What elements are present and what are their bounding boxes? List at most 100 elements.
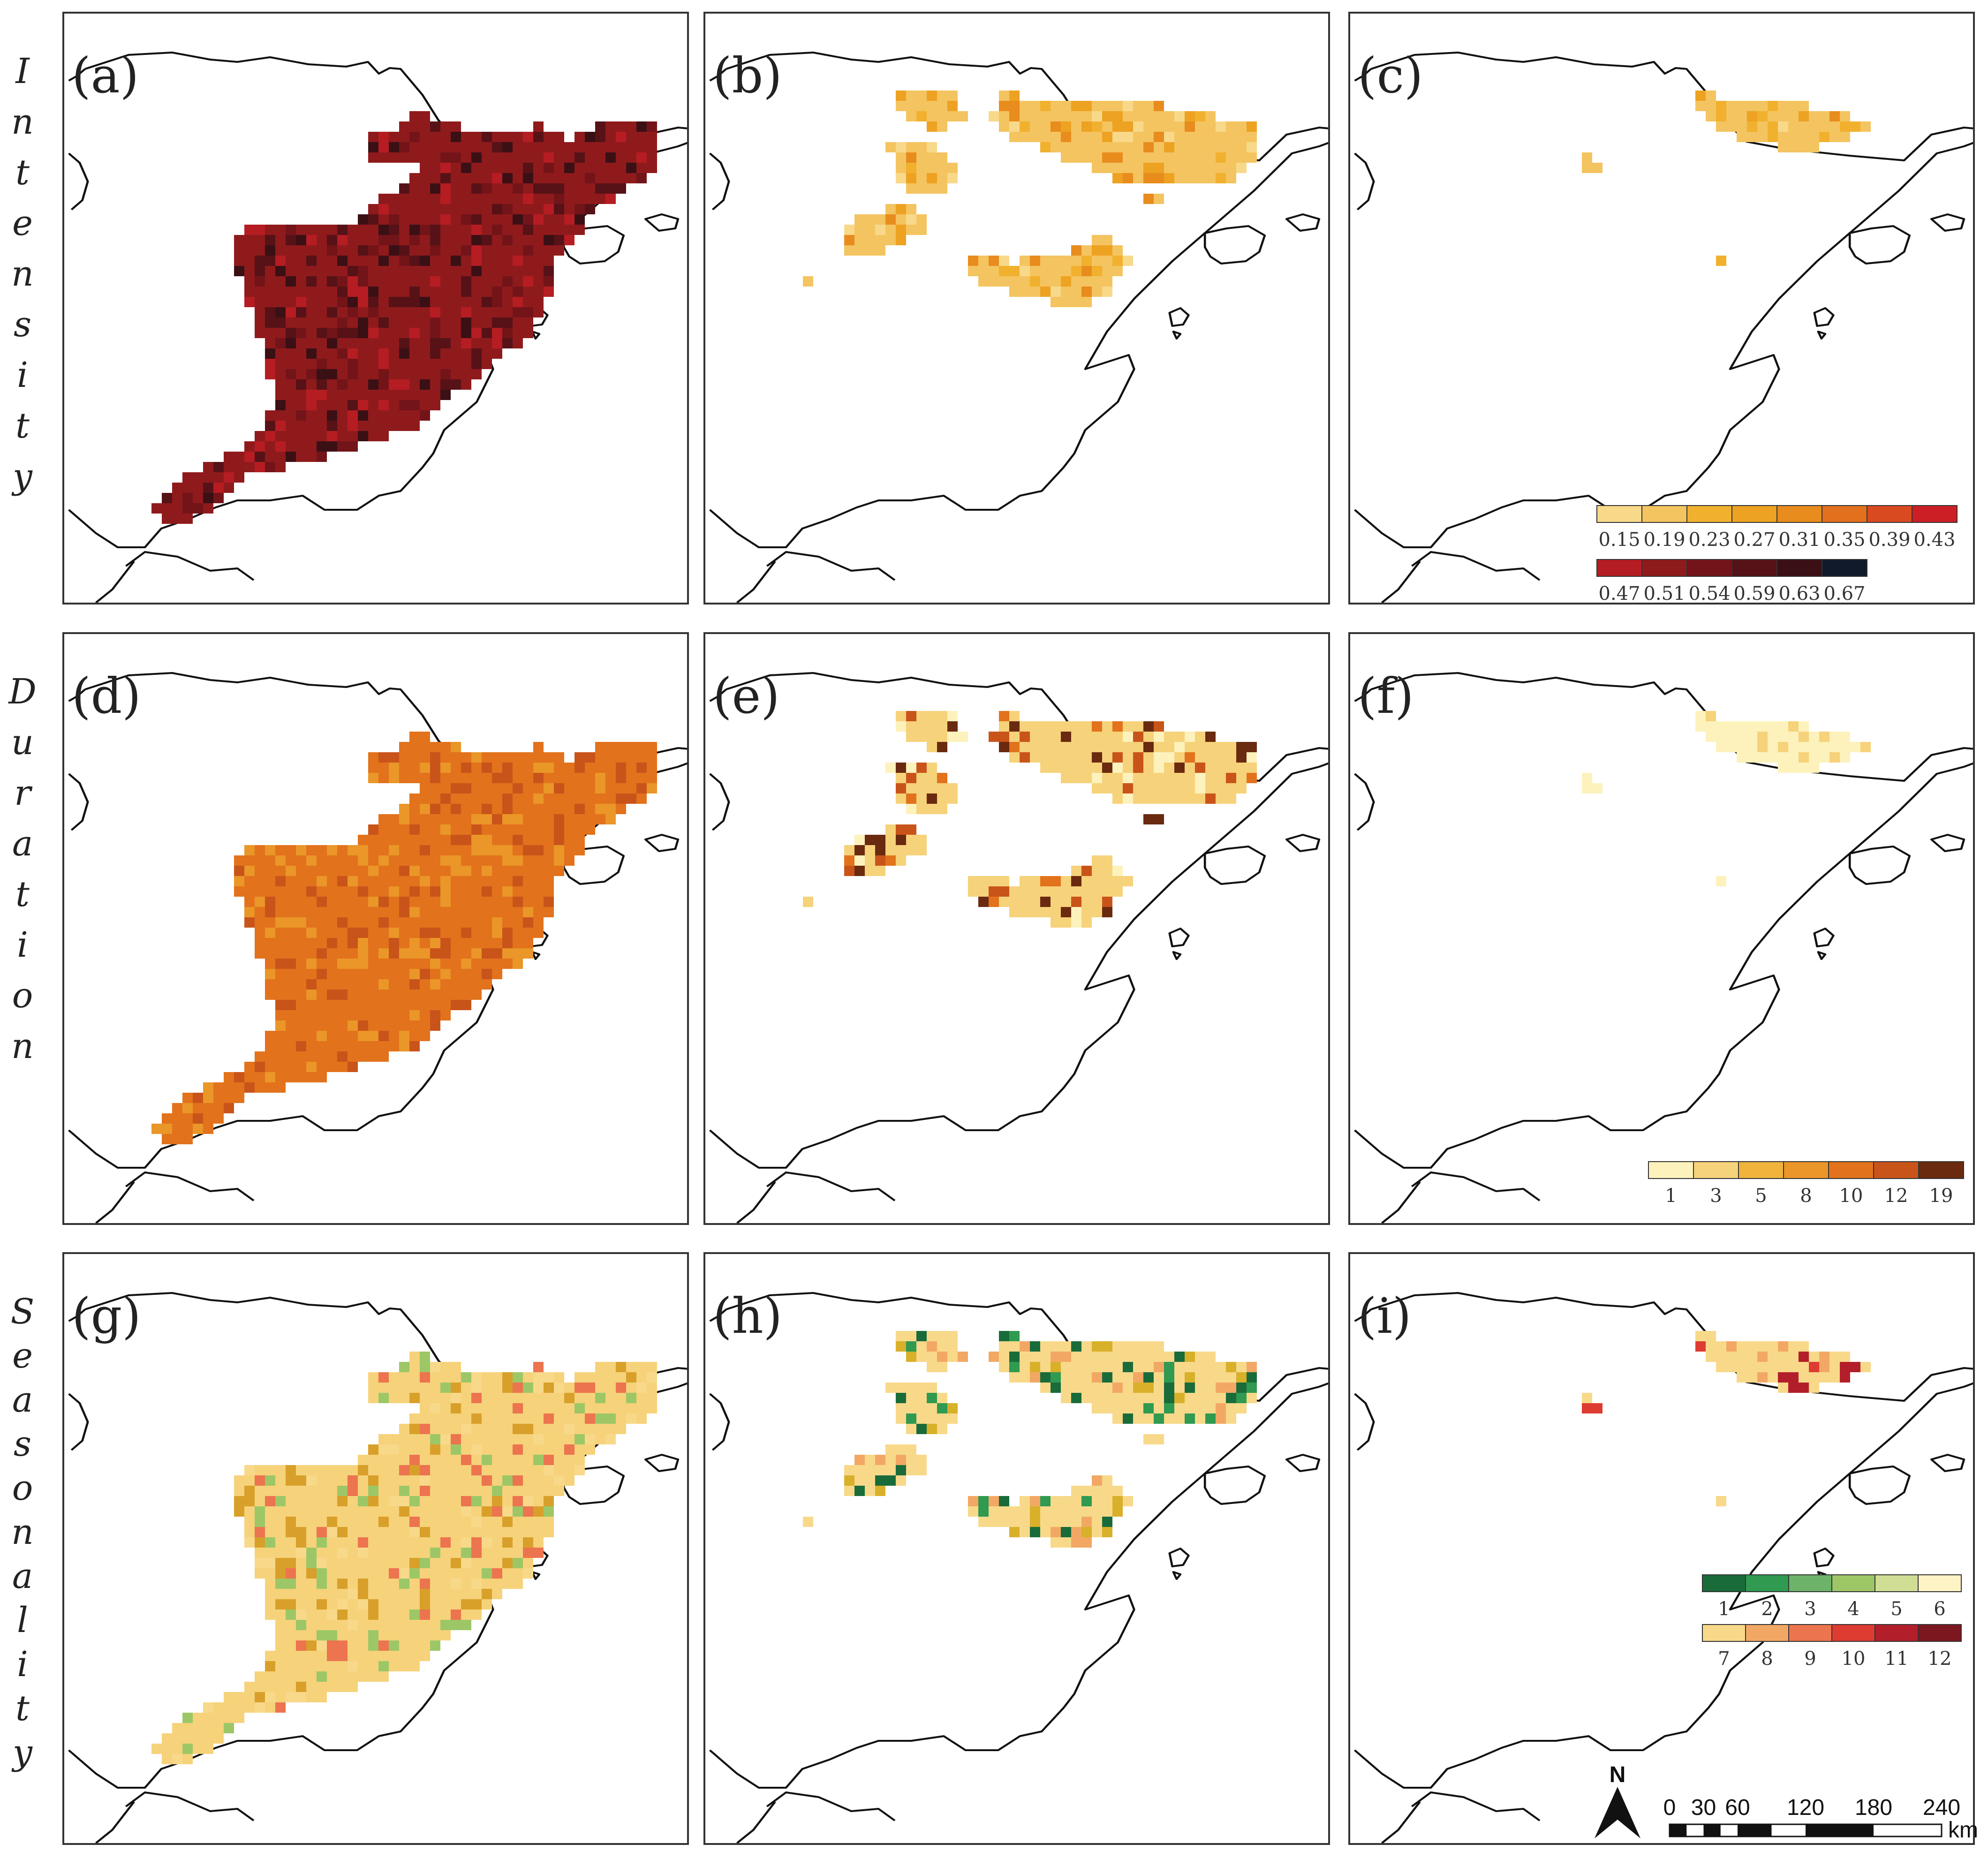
data-cell bbox=[502, 1568, 513, 1579]
data-cell bbox=[1164, 742, 1174, 752]
data-cell bbox=[409, 390, 420, 400]
data-cell bbox=[1216, 132, 1226, 142]
data-cell bbox=[224, 1692, 234, 1702]
data-cell bbox=[337, 328, 348, 338]
data-cell bbox=[937, 111, 947, 121]
data-cell bbox=[224, 1723, 234, 1733]
data-cell bbox=[492, 938, 502, 948]
data-cell bbox=[327, 307, 337, 317]
data-cell bbox=[1195, 793, 1205, 804]
data-cell bbox=[1081, 876, 1092, 886]
data-cell bbox=[1706, 1331, 1716, 1341]
data-cell bbox=[327, 1599, 337, 1610]
data-cell bbox=[533, 824, 544, 835]
data-cell bbox=[399, 1527, 409, 1537]
data-cell bbox=[317, 441, 327, 452]
data-cell bbox=[286, 938, 296, 948]
data-cell bbox=[502, 959, 513, 969]
data-cell bbox=[502, 835, 513, 845]
data-cell bbox=[605, 142, 616, 152]
data-cell bbox=[564, 1413, 574, 1424]
data-cell bbox=[999, 711, 1009, 721]
data-cell bbox=[317, 1041, 327, 1051]
data-cell bbox=[389, 1020, 399, 1031]
data-cell bbox=[337, 390, 348, 400]
data-cell bbox=[605, 173, 616, 183]
data-cell bbox=[502, 1548, 513, 1558]
data-cell bbox=[471, 297, 482, 307]
data-cell bbox=[409, 732, 420, 742]
data-cell bbox=[554, 245, 564, 256]
data-cell bbox=[636, 783, 647, 793]
data-cell bbox=[265, 917, 275, 928]
data-cell bbox=[482, 163, 492, 173]
data-cell bbox=[440, 1558, 451, 1568]
data-cell bbox=[368, 866, 378, 876]
data-cell bbox=[906, 824, 916, 835]
data-cell bbox=[626, 763, 636, 773]
data-cell bbox=[1185, 152, 1195, 163]
data-cell bbox=[1061, 276, 1071, 287]
data-cell bbox=[399, 1640, 409, 1651]
data-cell bbox=[844, 845, 854, 855]
data-cell bbox=[317, 1620, 327, 1630]
data-cell bbox=[544, 1403, 554, 1413]
data-cell bbox=[286, 276, 296, 287]
data-cell bbox=[440, 1610, 451, 1620]
data-cell bbox=[803, 897, 813, 907]
data-cell bbox=[1133, 1413, 1143, 1424]
data-cell bbox=[1788, 721, 1799, 732]
data-cell bbox=[162, 1113, 172, 1124]
legend-tick-label: 8 bbox=[1800, 1185, 1812, 1207]
data-cell bbox=[1757, 742, 1768, 752]
data-cell bbox=[368, 338, 378, 348]
data-cell bbox=[430, 783, 440, 793]
data-cell bbox=[317, 1671, 327, 1682]
data-cell bbox=[461, 979, 471, 990]
data-cell bbox=[440, 266, 451, 276]
data-cell bbox=[502, 204, 513, 214]
data-cell bbox=[1205, 152, 1216, 163]
data-cell bbox=[1071, 897, 1081, 907]
data-cell bbox=[440, 866, 451, 876]
data-cell bbox=[1030, 1506, 1040, 1517]
data-cell bbox=[461, 297, 471, 307]
data-cell bbox=[337, 276, 348, 287]
data-cell bbox=[1226, 1403, 1236, 1413]
data-cell bbox=[358, 1640, 368, 1651]
data-cell bbox=[420, 866, 430, 876]
data-cell bbox=[1051, 111, 1061, 121]
data-cell bbox=[1205, 763, 1216, 773]
data-cell bbox=[451, 142, 461, 152]
data-cell bbox=[1757, 1341, 1768, 1352]
data-cell bbox=[1030, 897, 1040, 907]
data-cell bbox=[234, 1093, 244, 1103]
data-cell bbox=[399, 1661, 409, 1671]
data-cell bbox=[378, 225, 389, 235]
data-cell bbox=[492, 328, 502, 338]
data-cell bbox=[461, 1413, 471, 1424]
data-cell bbox=[1195, 763, 1205, 773]
data-cell bbox=[916, 1393, 927, 1403]
data-cell bbox=[1009, 886, 1020, 897]
data-cell bbox=[389, 348, 399, 359]
data-cell bbox=[1051, 917, 1061, 928]
data-cell bbox=[368, 1041, 378, 1051]
data-cell bbox=[409, 917, 420, 928]
data-cell bbox=[358, 1465, 368, 1475]
data-cell bbox=[286, 1010, 296, 1020]
data-cell bbox=[885, 1465, 896, 1475]
data-cell bbox=[927, 1331, 937, 1341]
data-cell bbox=[523, 1548, 533, 1558]
data-cell bbox=[1185, 132, 1195, 142]
legend-swatch bbox=[1788, 1624, 1832, 1642]
data-cell bbox=[306, 907, 317, 917]
data-cell bbox=[502, 1403, 513, 1413]
data-cell bbox=[564, 814, 574, 824]
data-cell bbox=[544, 132, 554, 142]
data-cell bbox=[605, 1362, 616, 1372]
data-cell bbox=[1081, 752, 1092, 763]
data-cell bbox=[554, 214, 564, 225]
data-cell bbox=[1726, 721, 1737, 732]
